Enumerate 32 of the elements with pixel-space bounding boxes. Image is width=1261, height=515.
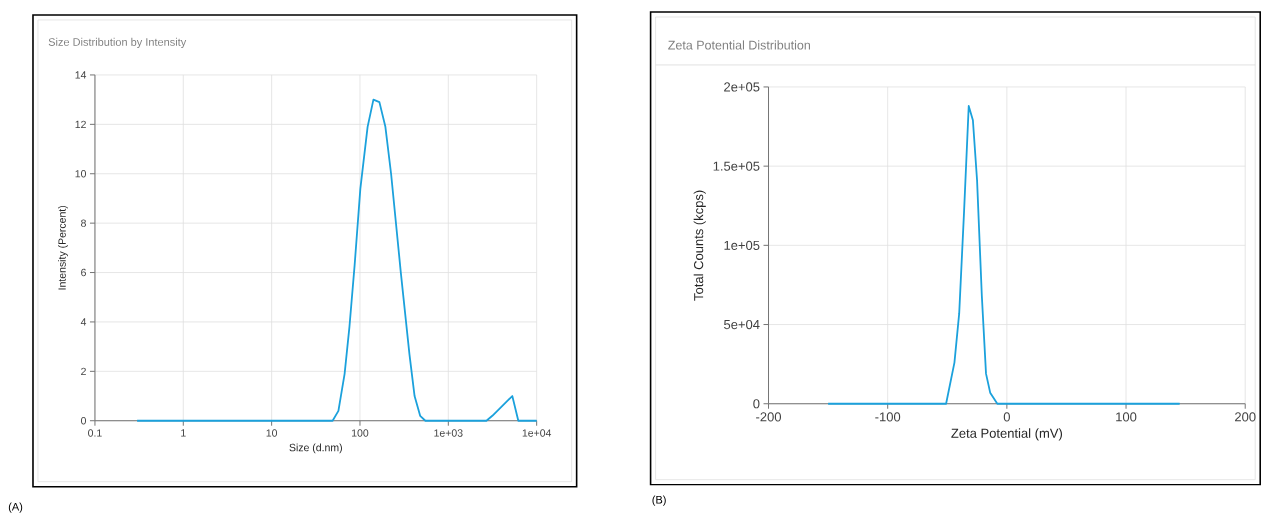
- y-tick-label: 2e+05: [724, 82, 760, 92]
- x-tick-label: 0: [1003, 412, 1010, 422]
- text: (A): [8, 502, 23, 513]
- x-tick-label: -200: [756, 412, 782, 422]
- x-tick-label: 1: [181, 429, 186, 437]
- y-tick-label: 1e+05: [724, 240, 760, 251]
- x-axis-title: Zeta Potential (mV): [951, 428, 1062, 441]
- x-tick-label: 10: [266, 429, 278, 437]
- line-series: [827, 105, 1181, 405]
- x-axis-title: Size (d.nm): [289, 443, 342, 454]
- y-tick-label: 6: [81, 268, 86, 277]
- y-tick-label: 8: [81, 219, 86, 228]
- y-axis-title: Intensity (Percent): [58, 206, 68, 290]
- y-tick-label: 5e+04: [724, 320, 760, 330]
- x-tick-label: -100: [875, 412, 901, 422]
- x-tick-label: 0.1: [88, 429, 102, 437]
- y-axis-title: Total Counts (kcps): [693, 190, 706, 301]
- y-tick-label: 14: [75, 71, 87, 79]
- x-tick-label: 1e+04: [522, 429, 552, 437]
- text: (B): [652, 495, 666, 506]
- y-tick-label: 2: [81, 367, 86, 376]
- y-tick-label: 1.5e+05: [713, 161, 760, 171]
- x-tick-label: 200: [1235, 412, 1256, 422]
- x-tick-label: 100: [1116, 412, 1137, 422]
- y-tick-label: 4: [80, 318, 87, 326]
- y-tick-label: 12: [75, 120, 86, 129]
- chart-title: Size Distribution by Intensity: [48, 38, 187, 49]
- y-tick-label: 10: [75, 170, 87, 178]
- y-tick-label: 0: [753, 399, 760, 409]
- x-tick-label: 1e+03: [434, 429, 463, 437]
- x-tick-label: 100: [352, 429, 369, 437]
- chart-title: Zeta Potential Distribution: [668, 40, 810, 50]
